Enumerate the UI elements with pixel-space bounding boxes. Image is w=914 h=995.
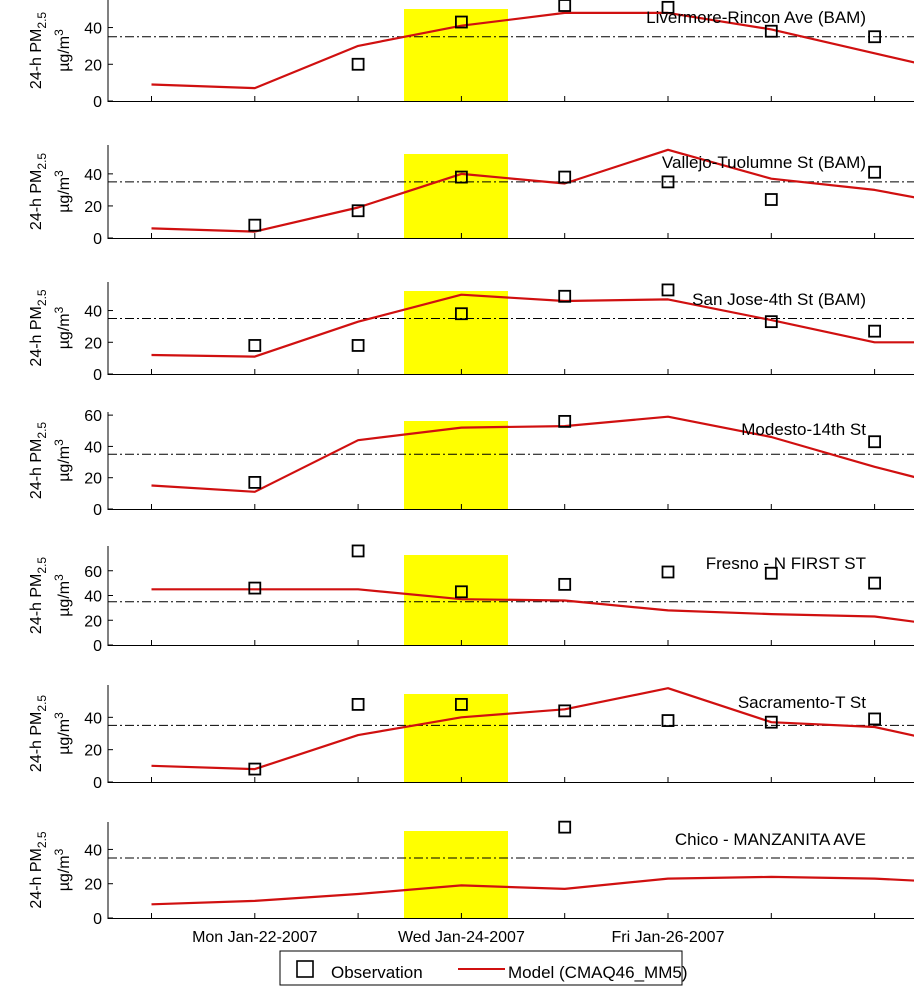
observation-point bbox=[559, 579, 570, 590]
y-axis-unit: µg/m3 bbox=[52, 29, 73, 72]
panel-title: Sacramento-T St bbox=[738, 693, 866, 712]
observation-point bbox=[663, 284, 674, 295]
y-axis-label: 24-h PM2.5 bbox=[28, 557, 49, 634]
y-tick-label: 40 bbox=[84, 167, 102, 184]
observation-point bbox=[869, 326, 880, 337]
y-axis-label: 24-h PM2.5 bbox=[28, 12, 49, 89]
observation-point bbox=[353, 545, 364, 556]
y-axis-unit: µg/m3 bbox=[52, 574, 73, 617]
panel-title: Modesto-14th St bbox=[741, 420, 866, 439]
y-tick-label: 40 bbox=[84, 842, 102, 859]
panel-6: 0 20 40 Sacramento-T St 24-h PM2.5µg/m3 bbox=[28, 685, 914, 792]
observation-point bbox=[249, 477, 260, 488]
observation-point bbox=[249, 220, 260, 231]
observation-point bbox=[869, 167, 880, 178]
legend-observation-label: Observation bbox=[331, 963, 423, 982]
observation-point bbox=[663, 715, 674, 726]
highlight-region bbox=[404, 421, 508, 509]
observation-point bbox=[663, 566, 674, 577]
y-axis-label: 24-h PM2.5 bbox=[28, 289, 49, 366]
model-line bbox=[152, 877, 914, 904]
y-tick-label: 20 bbox=[84, 199, 102, 216]
panel-2: 0 20 40 Vallejo-Tuolumne St (BAM) 24-h PM2.5… bbox=[28, 145, 914, 248]
y-axis-label: 24-h PM2.5 bbox=[28, 831, 49, 908]
y-tick-label: 0 bbox=[93, 94, 102, 111]
panel-4: 0 20 40 60 Modesto-14th St 24-h PM2.5µg/m3 bbox=[28, 408, 914, 519]
y-axis-unit: µg/m3 bbox=[52, 306, 73, 349]
y-tick-label: 0 bbox=[93, 502, 102, 519]
observation-point bbox=[249, 340, 260, 351]
observation-point bbox=[353, 699, 364, 710]
panel-title: Livermore-Rincon Ave (BAM) bbox=[646, 8, 866, 27]
panel-7: 0 20 40 Chico - MANZANITA AVE 24-h PM2.5µg/m… bbox=[28, 822, 914, 928]
x-tick-label: Fri Jan-26-2007 bbox=[612, 929, 725, 946]
y-tick-label: 40 bbox=[84, 710, 102, 727]
y-tick-label: 40 bbox=[84, 304, 102, 321]
highlight-region bbox=[404, 291, 508, 374]
model-line bbox=[152, 589, 914, 630]
y-tick-label: 0 bbox=[93, 231, 102, 248]
y-tick-label: 20 bbox=[84, 335, 102, 352]
y-tick-label: 0 bbox=[93, 367, 102, 384]
y-axis-label: 24-h PM2.5 bbox=[28, 695, 49, 772]
observation-point bbox=[559, 172, 570, 183]
y-tick-label: 20 bbox=[84, 743, 102, 760]
y-tick-label: 40 bbox=[84, 589, 102, 606]
observation-point bbox=[869, 713, 880, 724]
y-axis-unit: µg/m3 bbox=[52, 170, 73, 213]
observation-point bbox=[353, 59, 364, 70]
y-tick-label: 60 bbox=[84, 564, 102, 581]
panel-1: 0 20 40 Livermore-Rincon Ave (BAM) 24-h PM2.… bbox=[28, 0, 914, 111]
highlight-region bbox=[404, 154, 508, 238]
y-axis-unit: µg/m3 bbox=[52, 439, 73, 482]
y-tick-label: 0 bbox=[93, 638, 102, 655]
panel-3: 0 20 40 San Jose-4th St (BAM) 24-h PM2.5µg/m… bbox=[28, 282, 914, 384]
panel-title: Fresno - N FIRST ST bbox=[706, 554, 866, 573]
y-axis-unit: µg/m3 bbox=[52, 712, 73, 755]
y-tick-label: 0 bbox=[93, 911, 102, 928]
observation-point bbox=[766, 194, 777, 205]
y-axis-label: 24-h PM2.5 bbox=[28, 153, 49, 230]
y-axis-label: 24-h PM2.5 bbox=[28, 422, 49, 499]
observation-point bbox=[353, 340, 364, 351]
observation-point bbox=[559, 705, 570, 716]
y-tick-label: 0 bbox=[93, 775, 102, 792]
panels-group: 0 20 40 Livermore-Rincon Ave (BAM) 24-h PM2.… bbox=[28, 0, 914, 928]
y-axis-unit: µg/m3 bbox=[52, 848, 73, 891]
panel-title: Chico - MANZANITA AVE bbox=[675, 830, 866, 849]
panel-title: San Jose-4th St (BAM) bbox=[692, 290, 866, 309]
x-tick-label: Mon Jan-22-2007 bbox=[192, 929, 318, 946]
legend-model-label: Model (CMAQ46_MM5) bbox=[508, 963, 688, 982]
observation-point bbox=[249, 583, 260, 594]
observation-point bbox=[869, 436, 880, 447]
panel-title: Vallejo-Tuolumne St (BAM) bbox=[662, 153, 866, 172]
observation-point bbox=[869, 578, 880, 589]
observation-point bbox=[559, 0, 570, 11]
highlight-region bbox=[404, 831, 508, 918]
y-tick-label: 20 bbox=[84, 57, 102, 74]
x-tick-label: Wed Jan-24-2007 bbox=[398, 929, 525, 946]
y-tick-label: 40 bbox=[84, 21, 102, 38]
panel-5: 0 20 40 60 Fresno - N FIRST ST 24-h PM2.5µg/m… bbox=[28, 545, 914, 655]
observation-point bbox=[559, 822, 570, 833]
y-tick-label: 20 bbox=[84, 613, 102, 630]
y-tick-label: 20 bbox=[84, 877, 102, 894]
x-tick-labels: Mon Jan-22-2007 Wed Jan-24-2007 Fri Jan-26… bbox=[192, 929, 724, 946]
legend: Observation Model (CMAQ46_MM5) bbox=[280, 951, 688, 985]
y-tick-label: 40 bbox=[84, 439, 102, 456]
y-tick-label: 20 bbox=[84, 471, 102, 488]
y-tick-label: 60 bbox=[84, 408, 102, 425]
